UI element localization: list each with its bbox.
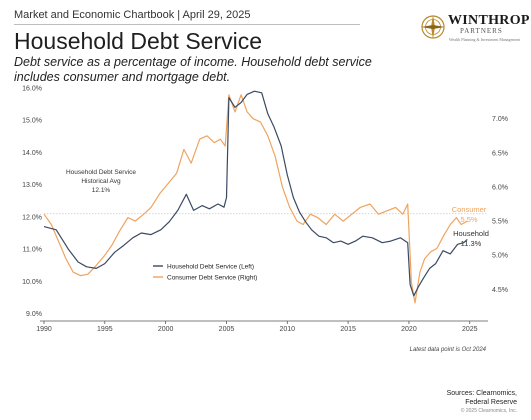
household-debt-series-line: [43, 90, 468, 297]
legend-household-label: Household Debt Service (Left): [167, 264, 254, 271]
right-axis-tick-label: 6.5%: [492, 150, 508, 157]
right-axis-tick-label: 6.0%: [492, 184, 508, 191]
x-tick-label: 2020: [401, 326, 417, 333]
average-annotation-line-2: Historical Avg: [81, 178, 121, 185]
page-subtitle: Debt service as a percentage of income. …: [14, 55, 372, 84]
left-axis-tick-label: 11.0%: [23, 247, 42, 254]
compass-rose-icon: [421, 15, 445, 39]
left-axis-tick-label: 14.0%: [22, 150, 42, 157]
left-axis-tick-label: 12.0%: [22, 214, 42, 221]
x-tick-label: 2005: [219, 326, 235, 333]
right-axis-tick-label: 5.5%: [492, 219, 508, 226]
latest-data-note: Latest data point is Oct 2024: [409, 347, 486, 353]
sources-line-2: Federal Reserve: [465, 399, 517, 406]
chartbook-breadcrumb: Market and Economic Chartbook | April 29…: [14, 9, 251, 21]
left-axis-tick-label: 16.0%: [22, 86, 42, 93]
left-axis-tick-label: 9.0%: [26, 311, 42, 318]
average-annotation-value: 12.1%: [92, 187, 111, 194]
consumer-debt-series-line: [43, 94, 468, 304]
header-divider: [14, 24, 360, 25]
x-tick-label: 2025: [462, 326, 478, 333]
sources-text: Sources: Clearnomics, Federal Reserve: [447, 389, 517, 407]
page-title: Household Debt Service: [14, 28, 263, 54]
logo-tagline: Wealth Planning & Investment Management: [449, 37, 521, 42]
consumer-end-label: Consumer: [452, 205, 487, 214]
x-tick-label: 2015: [340, 326, 356, 333]
left-axis-tick-label: 13.0%: [22, 182, 42, 189]
x-tick-label: 1995: [97, 326, 113, 333]
winthrop-logo: WINTHROP PARTNERS Wealth Planning & Inve…: [420, 12, 529, 48]
left-axis-tick-label: 10.0%: [22, 279, 42, 286]
household-end-label: Household: [453, 229, 489, 238]
legend-consumer-label: Consumer Debt Service (Right): [167, 275, 257, 282]
logo-name: WINTHROP: [448, 13, 530, 28]
copyright-text: © 2025 Clearnomics, Inc.: [460, 408, 517, 414]
left-axis-tick-label: 15.0%: [22, 118, 42, 125]
right-axis-tick-label: 7.0%: [492, 116, 508, 123]
x-tick-label: 2010: [279, 326, 295, 333]
consumer-end-value: 5.5%: [460, 215, 477, 224]
right-axis-tick-label: 4.5%: [492, 287, 508, 294]
right-axis-tick-label: 5.0%: [492, 253, 508, 260]
x-tick-label: 2000: [158, 326, 174, 333]
average-annotation-line-1: Household Debt Service: [66, 169, 136, 176]
sources-line-1: Sources: Clearnomics,: [446, 390, 517, 397]
household-end-value: 11.3%: [461, 239, 482, 248]
logo-sub: PARTNERS: [460, 27, 503, 35]
x-tick-label: 1990: [36, 326, 52, 333]
